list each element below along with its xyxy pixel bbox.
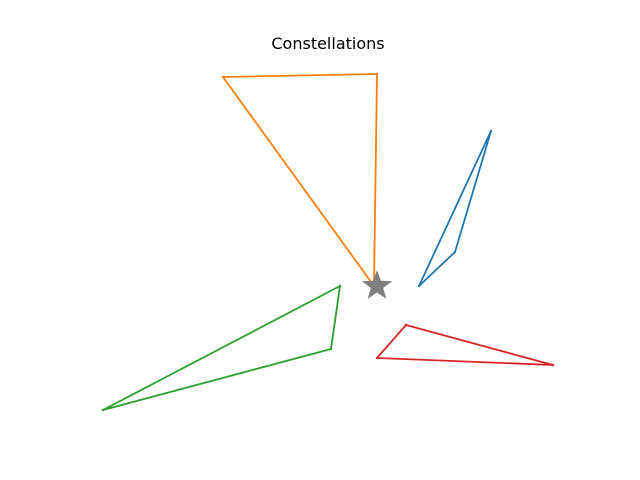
star-point-1-4: [417, 284, 421, 288]
marker-layer: [361, 270, 393, 299]
constellation-line-2: [222, 73, 378, 287]
star-point-2-3: [221, 75, 225, 79]
star-point-4-2: [551, 363, 555, 367]
star-point-1-2: [453, 250, 457, 254]
constellation-line-1: [418, 130, 492, 287]
star-point-2-2: [375, 72, 379, 76]
chart-title: Constellations: [271, 34, 384, 53]
star-point-1-3: [489, 129, 493, 133]
constellation-line-3: [102, 285, 341, 411]
constellation-line-4: [376, 324, 554, 366]
star-point-4-3: [375, 356, 379, 360]
star-point-4-4: [404, 323, 408, 327]
center-star-icon: [361, 270, 393, 299]
star-point-3-4: [338, 284, 342, 288]
series-layer: [101, 72, 555, 412]
star-point-3-2: [329, 347, 333, 351]
star-point-3-3: [101, 408, 105, 412]
